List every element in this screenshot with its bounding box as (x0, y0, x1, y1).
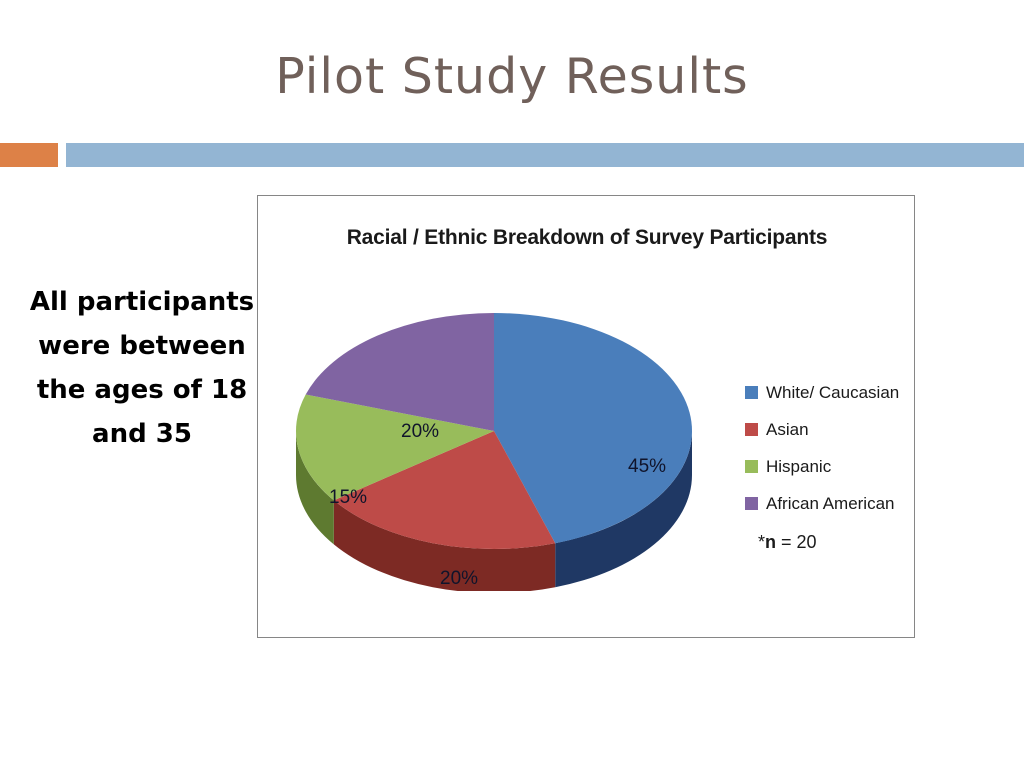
divider-main-block (66, 143, 1024, 167)
legend-item-african-american: African American (745, 485, 910, 522)
sample-note-symbol: n (765, 532, 777, 552)
pie-label-african-american: 20% (401, 421, 440, 442)
pie-slice-1 (494, 313, 692, 544)
pie-slice-3 (296, 394, 494, 501)
pie-label-white-caucasian: 45% (628, 456, 667, 477)
legend-swatch-icon (745, 386, 758, 399)
pie-depth-sides (296, 431, 692, 591)
divider-accent-block (0, 143, 58, 167)
sample-size-note: *n = 20 (758, 532, 817, 553)
pie-label-asian: 20% (440, 568, 479, 589)
sample-note-asterisk: * (758, 532, 766, 552)
pie-chart-svg (296, 313, 692, 591)
caption-text: All participants were between the ages o… (29, 287, 255, 449)
chart-legend: White/ Caucasian Asian Hispanic African … (745, 374, 910, 522)
legend-item-asian: Asian (745, 411, 910, 448)
pie-slice-side (296, 431, 334, 545)
legend-swatch-icon (745, 497, 758, 510)
pie-top-faces (296, 313, 692, 549)
legend-item-label: Asian (766, 419, 809, 439)
chart-title: Racial / Ethnic Breakdown of Survey Part… (346, 226, 828, 249)
chart-container: Racial / Ethnic Breakdown of Survey Part… (257, 195, 915, 638)
pie-slice-2 (333, 431, 556, 549)
legend-item-label: African American (766, 493, 895, 513)
page-title: Pilot Study Results (275, 48, 749, 105)
pie-label-hispanic: 15% (329, 487, 368, 508)
sample-note-value: = 20 (781, 532, 817, 552)
pie-slice-4 (305, 313, 494, 431)
divider (0, 143, 1024, 167)
legend-item-hispanic: Hispanic (745, 448, 910, 485)
legend-item-white-caucasian: White/ Caucasian (745, 374, 910, 411)
legend-item-label: Hispanic (766, 456, 832, 476)
legend-swatch-icon (745, 460, 758, 473)
pie-slice-side (333, 500, 556, 591)
legend-item-label: White/ Caucasian (766, 382, 900, 402)
pie-slice-side (555, 431, 692, 588)
pie-chart: 45% 20% 15% 20% (276, 291, 726, 591)
legend-swatch-icon (745, 423, 758, 436)
